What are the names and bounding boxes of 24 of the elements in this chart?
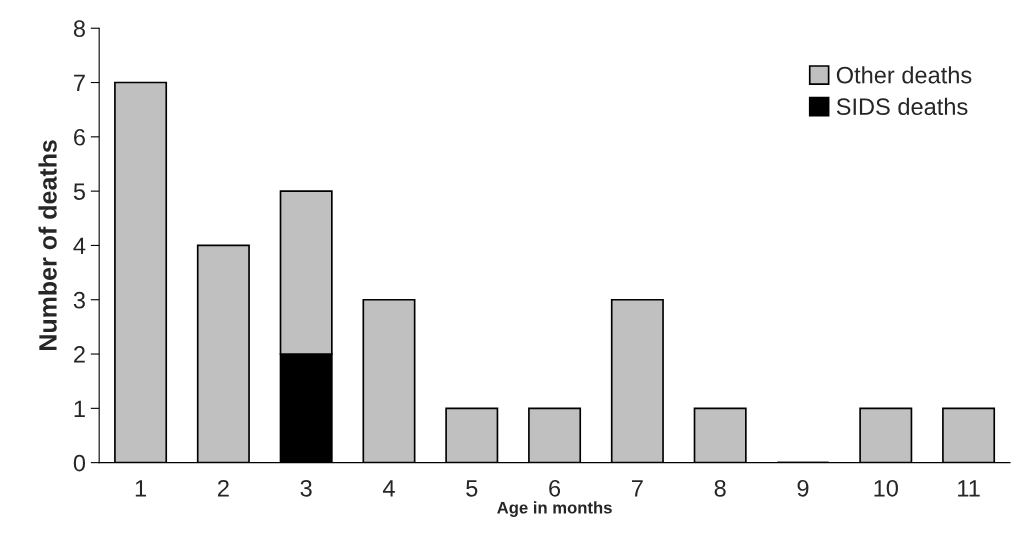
x-tick-label: 3 [300,479,312,497]
x-axis-title: Age in months [497,501,612,517]
x-tick-label: 11 [958,480,980,497]
x-tick-label: 10 [874,479,898,497]
y-tick-label: 4 [73,237,86,254]
y-tick-label: 0 [73,454,86,472]
y-tick-label: 3 [73,291,85,309]
x-tick-label: 2 [218,479,229,497]
y-tick-label: 5 [73,183,85,200]
x-tick-label: 8 [714,479,726,497]
x-tick-label: 1 [135,480,146,497]
y-tick-label: 2 [74,346,85,363]
x-tick-label: 9 [797,479,809,497]
x-tick-label: 4 [382,480,395,497]
legend-label: Other deaths [836,66,972,84]
y-tick-label: 7 [74,74,85,92]
y-axis-title: Number of deaths [38,140,57,351]
y-tick-label: 6 [74,128,85,146]
legend-label: SIDS deaths [836,97,968,116]
y-tick-label: 1 [74,400,85,417]
x-tick-label: 5 [466,480,478,497]
x-tick-label: 6 [549,479,561,497]
x-tick-label: 7 [632,480,643,497]
y-tick-label: 8 [73,20,85,38]
